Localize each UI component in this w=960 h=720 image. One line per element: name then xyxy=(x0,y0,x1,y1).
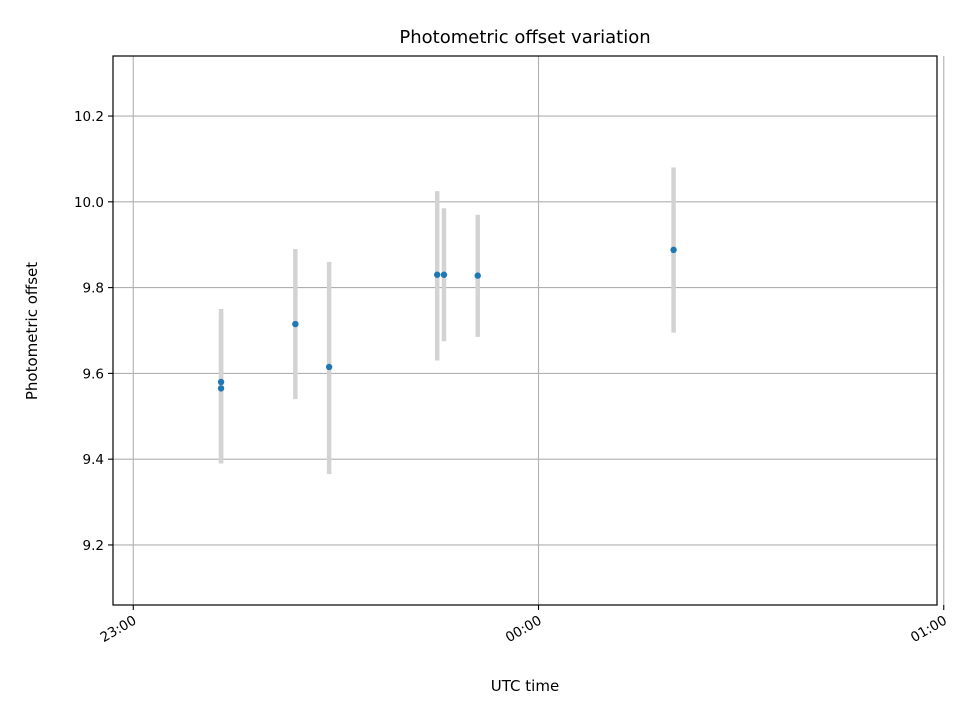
y-tick-label: 9.4 xyxy=(83,452,104,468)
chart-title: Photometric offset variation xyxy=(399,27,650,48)
y-tick-label: 9.2 xyxy=(83,538,104,554)
data-point xyxy=(433,271,441,278)
y-tick-label: 9.8 xyxy=(83,281,104,297)
y-axis-label: Photometric offset xyxy=(23,262,41,400)
y-tick-label: 10.2 xyxy=(74,109,104,125)
grid xyxy=(113,56,945,605)
data-point xyxy=(292,320,299,328)
markers xyxy=(217,246,677,392)
plot-frame xyxy=(112,55,938,606)
data-point xyxy=(325,363,333,371)
data-point xyxy=(217,385,225,392)
data-point xyxy=(670,246,677,254)
y-tick-label: 9.6 xyxy=(83,366,104,382)
data-point xyxy=(217,378,225,386)
data-point xyxy=(440,271,448,278)
y-tick-label: 10.0 xyxy=(74,195,104,211)
y-axis-ticks: 9.2 9.4 9.6 9.8 10.0 10.2 xyxy=(74,109,113,554)
x-axis-label: UTC time xyxy=(491,677,559,695)
data-point xyxy=(474,272,481,279)
